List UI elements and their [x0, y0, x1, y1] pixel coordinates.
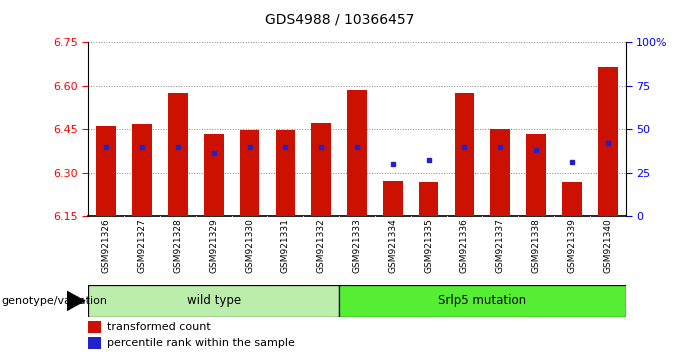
Text: GSM921327: GSM921327 — [137, 218, 147, 273]
Polygon shape — [67, 290, 86, 312]
Text: GDS4988 / 10366457: GDS4988 / 10366457 — [265, 12, 415, 27]
Text: GSM921335: GSM921335 — [424, 218, 433, 273]
Bar — [347, 90, 367, 216]
Bar — [526, 133, 546, 216]
Bar — [311, 124, 331, 216]
Bar — [88, 285, 339, 317]
Text: GSM921331: GSM921331 — [281, 218, 290, 273]
Bar — [133, 124, 152, 216]
Bar — [383, 181, 403, 216]
Text: GSM921339: GSM921339 — [567, 218, 577, 273]
Bar — [562, 182, 581, 216]
Text: percentile rank within the sample: percentile rank within the sample — [107, 338, 295, 348]
Bar — [240, 130, 259, 216]
Text: GSM921336: GSM921336 — [460, 218, 469, 273]
Text: Srlp5 mutation: Srlp5 mutation — [439, 295, 526, 307]
Text: GSM921338: GSM921338 — [532, 218, 541, 273]
Text: GSM921340: GSM921340 — [603, 218, 612, 273]
Text: transformed count: transformed count — [107, 322, 211, 332]
Bar — [204, 133, 224, 216]
Text: GSM921332: GSM921332 — [317, 218, 326, 273]
Text: GSM921333: GSM921333 — [352, 218, 362, 273]
Bar — [490, 129, 510, 216]
Bar — [168, 93, 188, 216]
Bar — [339, 285, 626, 317]
Text: GSM921326: GSM921326 — [102, 218, 111, 273]
Bar — [97, 126, 116, 216]
Text: GSM921330: GSM921330 — [245, 218, 254, 273]
Bar — [275, 130, 295, 216]
Text: GSM921334: GSM921334 — [388, 218, 397, 273]
Text: genotype/variation: genotype/variation — [1, 296, 107, 306]
Bar — [455, 93, 474, 216]
Bar — [88, 321, 101, 333]
Bar — [419, 182, 439, 216]
Text: wild type: wild type — [187, 295, 241, 307]
Text: GSM921328: GSM921328 — [173, 218, 182, 273]
Bar — [598, 67, 617, 216]
Text: GSM921329: GSM921329 — [209, 218, 218, 273]
Bar — [88, 337, 101, 349]
Text: GSM921337: GSM921337 — [496, 218, 505, 273]
